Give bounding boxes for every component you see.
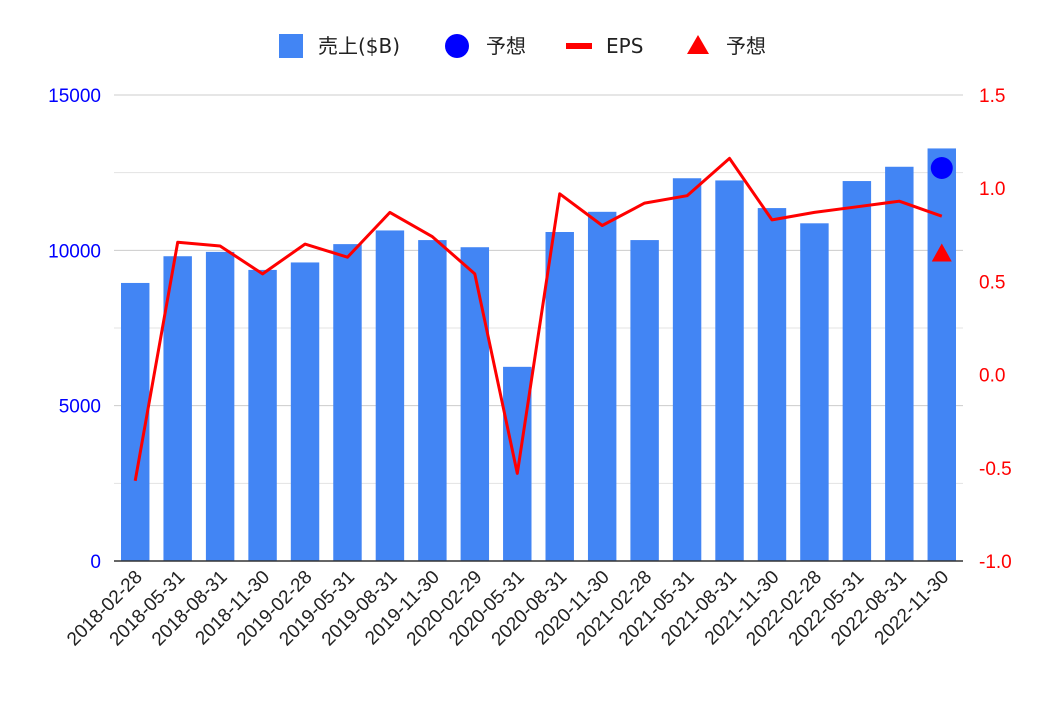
right-axis-tick-label: 1.0 <box>979 179 1005 200</box>
revenue-bar <box>290 262 320 561</box>
right-axis-tick-label: -1.0 <box>979 552 1012 573</box>
legend-label: 売上($B) <box>318 34 400 58</box>
revenue-bar <box>885 166 914 561</box>
revenue-bar <box>205 251 235 562</box>
legend-triangle-swatch <box>687 35 709 54</box>
revenue-bars <box>121 148 956 562</box>
revenue-bar <box>375 230 405 561</box>
right-axis-tick-label: 0.0 <box>979 366 1005 387</box>
revenue-bar <box>800 223 829 561</box>
legend-label: 予想 <box>486 34 526 58</box>
revenue-bar <box>248 269 277 561</box>
right-axis-tick-label: 0.5 <box>979 272 1005 293</box>
eps-forecast-point <box>931 243 952 262</box>
eps-line <box>133 156 943 482</box>
revenue-bar <box>630 240 659 561</box>
revenue-bar <box>842 181 872 561</box>
legend-label: EPS <box>606 34 643 58</box>
revenue-bar <box>587 211 617 561</box>
legend-bar-swatch <box>279 34 303 58</box>
right-axis-tick-label: -0.5 <box>979 459 1012 480</box>
revenue-bar <box>418 240 447 561</box>
right-axis-tick-label: 1.5 <box>979 86 1005 107</box>
revenue-bar <box>545 232 574 561</box>
revenue-bar <box>927 148 956 561</box>
revenue-bar <box>333 244 362 561</box>
legend: 売上($B) 予想 EPS 予想 <box>279 34 766 58</box>
left-axis-tick-label: 0 <box>90 552 101 573</box>
left-axis-tick-label: 15000 <box>48 86 101 107</box>
revenue-bar <box>757 208 787 561</box>
legend-line-swatch <box>566 43 592 49</box>
revenue-bar <box>163 256 192 561</box>
legend-circle-swatch <box>445 34 469 58</box>
left-axis-tick-label: 10000 <box>48 241 101 262</box>
left-axis-tick-label: 5000 <box>59 397 101 418</box>
revenue-forecast-point <box>930 157 953 180</box>
forecast-markers <box>930 157 953 262</box>
legend-label: 予想 <box>726 34 766 58</box>
revenue-bar <box>672 178 702 561</box>
revenue-bar <box>715 180 744 561</box>
revenue-bar <box>460 247 490 561</box>
eps-line-layer <box>133 156 943 482</box>
